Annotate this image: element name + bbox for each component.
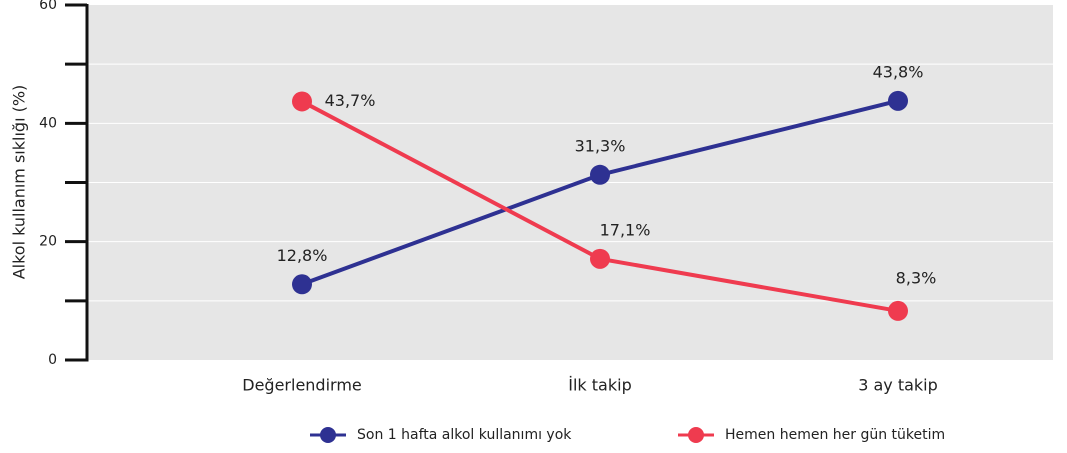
legend-marker [320,427,336,443]
point [590,248,610,269]
data-label: 31,3% [575,136,626,155]
data-label: 43,7% [325,91,376,110]
y-tick-label: 60 [39,0,57,13]
x-tick-label: Değerlendirme [242,376,362,395]
y-tick-label: 20 [39,234,57,250]
y-tick-label: 40 [39,115,57,131]
point [292,91,312,112]
point [888,90,908,111]
data-label: 8,3% [896,268,937,287]
point [888,300,908,321]
point [590,164,610,185]
legend-label: Hemen hemen her gün tüketim [725,427,945,443]
data-label: 43,8% [873,62,924,81]
y-axis-title: Alkol kullanım sıklığı (%) [10,85,29,280]
x-tick-label: İlk takip [568,376,631,395]
data-label: 12,8% [277,246,328,265]
y-tick-label: 0 [48,352,57,368]
point [292,274,312,295]
legend-marker [688,427,704,443]
legend-label: Son 1 hafta alkol kullanımı yok [357,427,572,443]
x-tick-label: 3 ay takip [858,376,938,395]
data-label: 17,1% [600,220,651,239]
